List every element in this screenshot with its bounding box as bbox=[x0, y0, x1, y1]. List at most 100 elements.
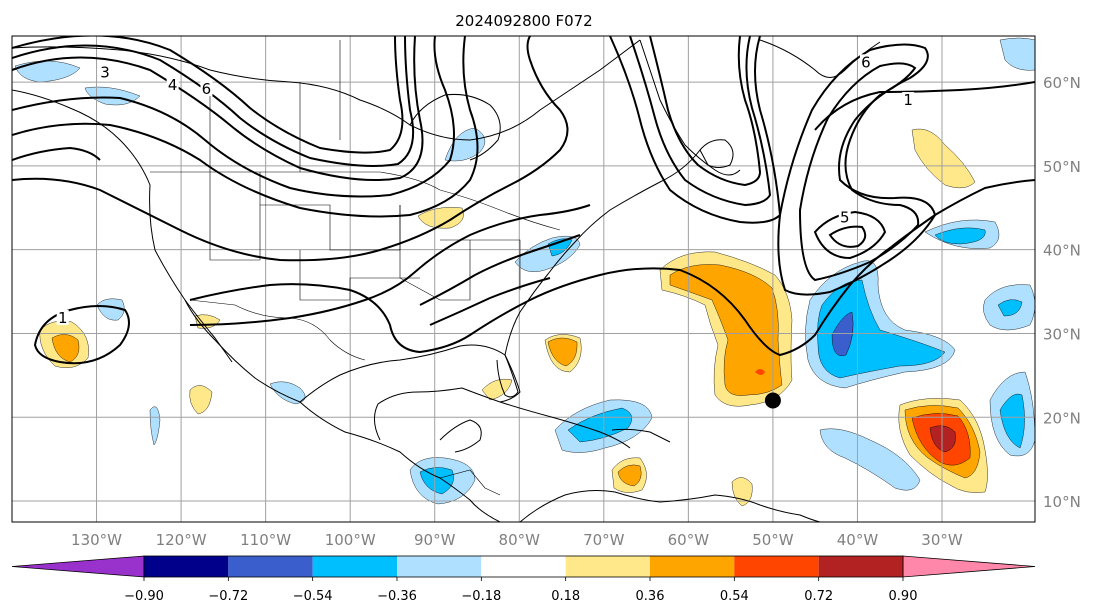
contour-line bbox=[419, 234, 581, 306]
border-state-4 bbox=[399, 205, 471, 301]
latitude-tick-label: 50°N bbox=[1043, 158, 1081, 176]
border-central-america bbox=[439, 469, 501, 496]
colorbar: −0.90 −0.72 −0.54 −0.36 −0.18 0.18 0.36 0.54 0.7… bbox=[11, 555, 1036, 604]
anomaly-area-greenland bbox=[999, 37, 1035, 71]
colorbar-swatch bbox=[312, 556, 397, 577]
contour-label-background bbox=[859, 54, 872, 70]
colorbar-tick-label: −0.72 bbox=[208, 589, 248, 604]
contour-label: 6 bbox=[861, 53, 871, 71]
map-frame bbox=[11, 35, 1036, 523]
contour-label: 4 bbox=[168, 76, 178, 94]
longitude-tick-label: 40°W bbox=[837, 531, 879, 549]
anomaly-area-south-caribbean bbox=[731, 477, 753, 507]
longitude-tick-label: 70°W bbox=[583, 531, 625, 549]
contour-line bbox=[189, 179, 1035, 357]
contour-label: 1 bbox=[58, 309, 68, 327]
contour-line bbox=[629, 36, 772, 207]
latitude-tick-label: 30°N bbox=[1043, 325, 1081, 343]
contour-line bbox=[777, 43, 937, 296]
coastline-newfoundland bbox=[699, 139, 734, 168]
anomaly-area-hudson bbox=[444, 127, 486, 162]
border-us-mexico bbox=[189, 299, 366, 361]
colorbar-tick-label: 0.72 bbox=[804, 589, 833, 604]
longitude-tick-label: 60°W bbox=[668, 531, 710, 549]
contour-label-background bbox=[838, 209, 851, 225]
anomaly-area-pacific-west bbox=[96, 298, 125, 321]
anomaly-area-atlantic-south bbox=[819, 428, 921, 491]
anomaly-area-atlantic-east-core bbox=[997, 299, 1023, 317]
colorbar-extend-low bbox=[11, 555, 145, 578]
anomaly-area-atlantic-se-core bbox=[999, 393, 1025, 449]
anomaly-area-pacific-sw-core bbox=[51, 334, 80, 363]
contour-label-background bbox=[902, 92, 915, 108]
coastline-cuba bbox=[499, 401, 631, 449]
contour-label: 5 bbox=[840, 208, 850, 226]
colorbar-swatch bbox=[650, 556, 735, 577]
colorbar-tick-label: 0.36 bbox=[636, 589, 665, 604]
border-us-canada bbox=[150, 171, 561, 231]
longitude-tick-label: 130°W bbox=[71, 531, 122, 549]
contour-label: 1 bbox=[903, 91, 913, 109]
longitude-tick-label: 30°W bbox=[921, 531, 963, 549]
longitude-tick-label: 110°W bbox=[240, 531, 291, 549]
map-panel: 1 1 5 3 4 6 6 bbox=[11, 35, 1036, 523]
contour-line bbox=[12, 146, 101, 161]
contour-label: 6 bbox=[202, 80, 212, 98]
contour-label-background bbox=[166, 76, 179, 92]
contour-line bbox=[189, 204, 591, 326]
map-title: 2024092800 F072 bbox=[455, 12, 592, 30]
anomaly-area-newfoundland-east bbox=[911, 128, 976, 189]
anomaly-area-great-lakes bbox=[417, 207, 464, 229]
anomaly-area-western-atlantic-core bbox=[547, 337, 578, 367]
colorbar-tick-label: −0.54 bbox=[293, 589, 333, 604]
contour-line bbox=[12, 36, 479, 218]
border-state-5 bbox=[440, 239, 521, 290]
colorbar-swatch bbox=[144, 556, 229, 577]
latitude-tick-label: 60°N bbox=[1043, 74, 1081, 92]
colorbar-swatch bbox=[565, 556, 650, 577]
contour-line bbox=[798, 62, 920, 282]
latitude-tick-labels: 10°N 20°N 30°N 40°N 50°N 60°N bbox=[1043, 74, 1081, 511]
colorbar-tick-label: −0.36 bbox=[377, 589, 417, 604]
contour-line bbox=[12, 36, 414, 167]
contour-label-background bbox=[56, 309, 69, 325]
colorbar-swatch bbox=[818, 556, 903, 577]
contour-line bbox=[12, 36, 424, 182]
colorbar-extend-high bbox=[902, 555, 1036, 578]
contour-label-background bbox=[99, 64, 111, 80]
longitude-tick-labels: 130°W 120°W 110°W 100°W 90°W 80°W 70°W 60°W 50°W… bbox=[71, 531, 963, 549]
contour-line bbox=[12, 36, 455, 198]
colorbar-tick-label: −0.18 bbox=[461, 589, 501, 604]
border-canada-provinces bbox=[209, 40, 341, 172]
contour-lines bbox=[12, 36, 1035, 365]
anomaly-area-mid-atlantic-core bbox=[669, 264, 783, 396]
anomaly-area-lesser-antilles-core bbox=[617, 464, 642, 487]
longitude-tick-label: 80°W bbox=[499, 531, 541, 549]
anomaly-area-mid-atlantic-spot bbox=[755, 369, 765, 375]
anomaly-area-atlantic-ne-core bbox=[934, 227, 986, 245]
coastline-east bbox=[504, 149, 701, 356]
coastline-hispaniola bbox=[611, 428, 671, 443]
colorbar-tick-label: −0.90 bbox=[124, 589, 164, 604]
latitude-tick-label: 10°N bbox=[1043, 493, 1081, 511]
contour-line bbox=[814, 81, 1035, 131]
coastline-yucatan bbox=[439, 419, 482, 453]
coastline-north-america-west bbox=[12, 89, 501, 522]
coastline-south-america bbox=[519, 490, 821, 522]
coastline-labrador bbox=[639, 39, 741, 176]
latitude-tick-label: 20°N bbox=[1043, 409, 1081, 427]
anomaly-shading bbox=[14, 37, 1035, 507]
contour-line bbox=[649, 36, 762, 187]
coastline-florida bbox=[496, 354, 519, 398]
storm-position-marker bbox=[764, 392, 781, 409]
colorbar-swatch bbox=[228, 556, 313, 577]
anomaly-area-pacific-small bbox=[149, 406, 161, 446]
political-borders bbox=[150, 40, 561, 496]
anomaly-area-atlantic-central-mid bbox=[817, 279, 946, 379]
longitude-tick-label: 50°W bbox=[752, 531, 794, 549]
colorbar-swatch bbox=[734, 556, 819, 577]
coastline-gulf bbox=[299, 344, 521, 441]
longitude-tick-label: 120°W bbox=[156, 531, 207, 549]
longitude-tick-label: 100°W bbox=[325, 531, 376, 549]
